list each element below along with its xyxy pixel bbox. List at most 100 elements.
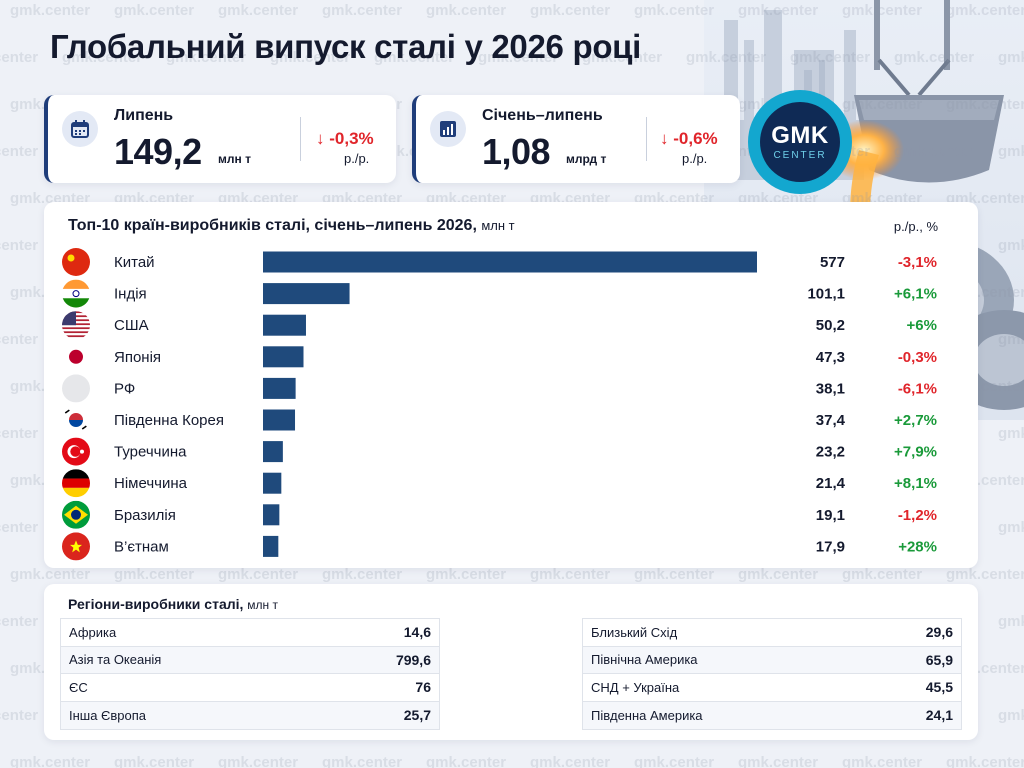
bar <box>263 472 282 494</box>
watermark-text: gmk.center <box>530 754 611 768</box>
kpi-label: Липень <box>114 107 174 124</box>
table-row: Азія та Океанія 799,6 <box>61 646 439 674</box>
watermark-text: gmk.center <box>0 49 39 66</box>
watermark-text: gmk.center <box>218 2 299 19</box>
category-label: США <box>114 317 149 334</box>
bar <box>263 504 280 526</box>
vietnam-flag-icon <box>62 532 90 561</box>
kpi-divider <box>646 117 647 161</box>
turkey-flag-icon-part <box>70 446 81 457</box>
value-label: 38,1 <box>816 380 845 397</box>
germany-flag-icon-part <box>62 487 90 498</box>
watermark-text: gmk.center <box>10 566 91 583</box>
kpi-value: 149,2 <box>114 131 202 172</box>
watermark-text: gmk.center <box>0 519 39 536</box>
watermark-text: gmk.center <box>322 2 403 19</box>
usa-flag-icon-part <box>62 311 76 326</box>
kpi-unit: млрд т <box>566 152 607 166</box>
watermark-text: gmk.center <box>218 566 299 583</box>
south-korea-flag-icon-part <box>81 425 87 430</box>
brazil-flag-icon-part <box>71 509 81 520</box>
chart-row: В’єтнам 17,9 +28% <box>62 532 937 561</box>
south-korea-flag-icon <box>62 406 90 434</box>
watermark-text: gmk.center <box>842 566 923 583</box>
table-row: Африка 14,6 <box>61 619 439 647</box>
vietnam-flag-icon-part <box>70 540 82 553</box>
value-label: 21,4 <box>816 475 846 492</box>
watermark-text: gmk.center <box>998 425 1024 442</box>
change-label: +8,1% <box>894 475 937 492</box>
kpi-label: Січень–липень <box>482 107 603 124</box>
kpi-card-july: Липень 149,2 млн т ↓ -0,3% р./р. <box>44 95 396 183</box>
india-flag-icon-part <box>62 288 90 299</box>
regions-table-right: Близький Схід 29,6 Північна Америка 65,9 С… <box>582 618 962 730</box>
region-name: СНД + Україна <box>591 679 680 695</box>
value-label: 17,9 <box>816 538 845 555</box>
change-label: -1,2% <box>898 507 937 524</box>
logo-subtext: CENTER <box>773 149 827 161</box>
chart-title-text: Топ-10 країн-виробників сталі, січень–ли… <box>68 217 477 234</box>
change-label: +7,9% <box>894 444 937 461</box>
change-label: -0,3% <box>898 349 937 366</box>
region-name: Північна Америка <box>591 652 698 668</box>
india-flag-icon-part <box>72 290 80 298</box>
logo-text: GMK <box>771 121 829 149</box>
category-label: Південна Корея <box>114 412 224 429</box>
chart-row: Німеччина 21,4 +8,1% <box>62 469 937 498</box>
category-label: Німеччина <box>114 475 188 492</box>
china-flag-icon-part <box>62 248 90 276</box>
chart-row: Японія 47,3 -0,3% <box>62 342 937 371</box>
watermark-text: gmk.center <box>634 566 715 583</box>
bar <box>263 283 350 305</box>
watermark-text: gmk.center <box>0 425 39 442</box>
table-row: Близький Схід 29,6 <box>583 619 961 647</box>
page-title: Глобальний випуск сталі у 2026 році <box>50 28 642 65</box>
value-label: 50,2 <box>816 317 845 334</box>
south-korea-flag-icon-part <box>69 413 83 420</box>
bar <box>263 535 279 557</box>
watermark-text: gmk.center <box>738 754 819 768</box>
watermark-text: gmk.center <box>738 566 819 583</box>
bar-chart-icon <box>430 111 466 147</box>
value-label: 577 <box>820 254 845 271</box>
watermark-text: gmk.center <box>322 566 403 583</box>
watermark-text: gmk.center <box>0 331 39 348</box>
watermark-text: gmk.center <box>634 754 715 768</box>
region-name: Південна Америка <box>591 707 703 723</box>
chart-row: Бразилія 19,1 -1,2% <box>62 500 937 529</box>
watermark-text: gmk.center <box>634 2 715 19</box>
germany-flag-icon-part <box>62 478 90 488</box>
watermark-text: gmk.center <box>426 566 507 583</box>
watermark-text: gmk.center <box>0 707 39 724</box>
bar <box>263 409 296 431</box>
brazil-flag-icon <box>62 500 90 529</box>
change-label: +28% <box>898 538 937 555</box>
watermark-text: gmk.center <box>10 754 91 768</box>
watermark-text: gmk.center <box>998 519 1024 536</box>
watermark-text: gmk.center <box>998 613 1024 630</box>
kpi-change-unit: р./р. <box>344 151 370 166</box>
category-label: В’єтнам <box>114 538 169 555</box>
change-label: +6% <box>907 317 937 334</box>
region-value: 65,9 <box>925 651 953 668</box>
chart-row: Туреччина 23,2 +7,9% <box>62 437 937 466</box>
region-name: ЄС <box>69 679 88 695</box>
bar <box>263 251 757 273</box>
regions-title-text: Регіони-виробники сталі, <box>68 596 244 612</box>
india-flag-icon-part <box>62 298 90 308</box>
value-label: 23,2 <box>816 444 845 461</box>
region-name: Африка <box>69 624 117 640</box>
russia-flag-icon <box>62 374 90 403</box>
arrow-down-icon: ↓ <box>316 129 330 148</box>
region-value: 29,6 <box>925 624 953 641</box>
chart-title: Топ-10 країн-виробників сталі, січень–ли… <box>68 217 515 235</box>
chart-row: Китай 577 -3,1% <box>62 248 937 276</box>
change-label: +2,7% <box>894 412 937 429</box>
region-value: 799,6 <box>395 651 431 668</box>
usa-flag-icon-part <box>62 337 90 340</box>
watermark-text: gmk.center <box>946 566 1024 583</box>
usa-flag-icon-part <box>62 327 90 330</box>
kpi-unit: млн т <box>218 152 251 166</box>
watermark-text: gmk.center <box>426 754 507 768</box>
table-row: ЄС 76 <box>61 674 439 702</box>
